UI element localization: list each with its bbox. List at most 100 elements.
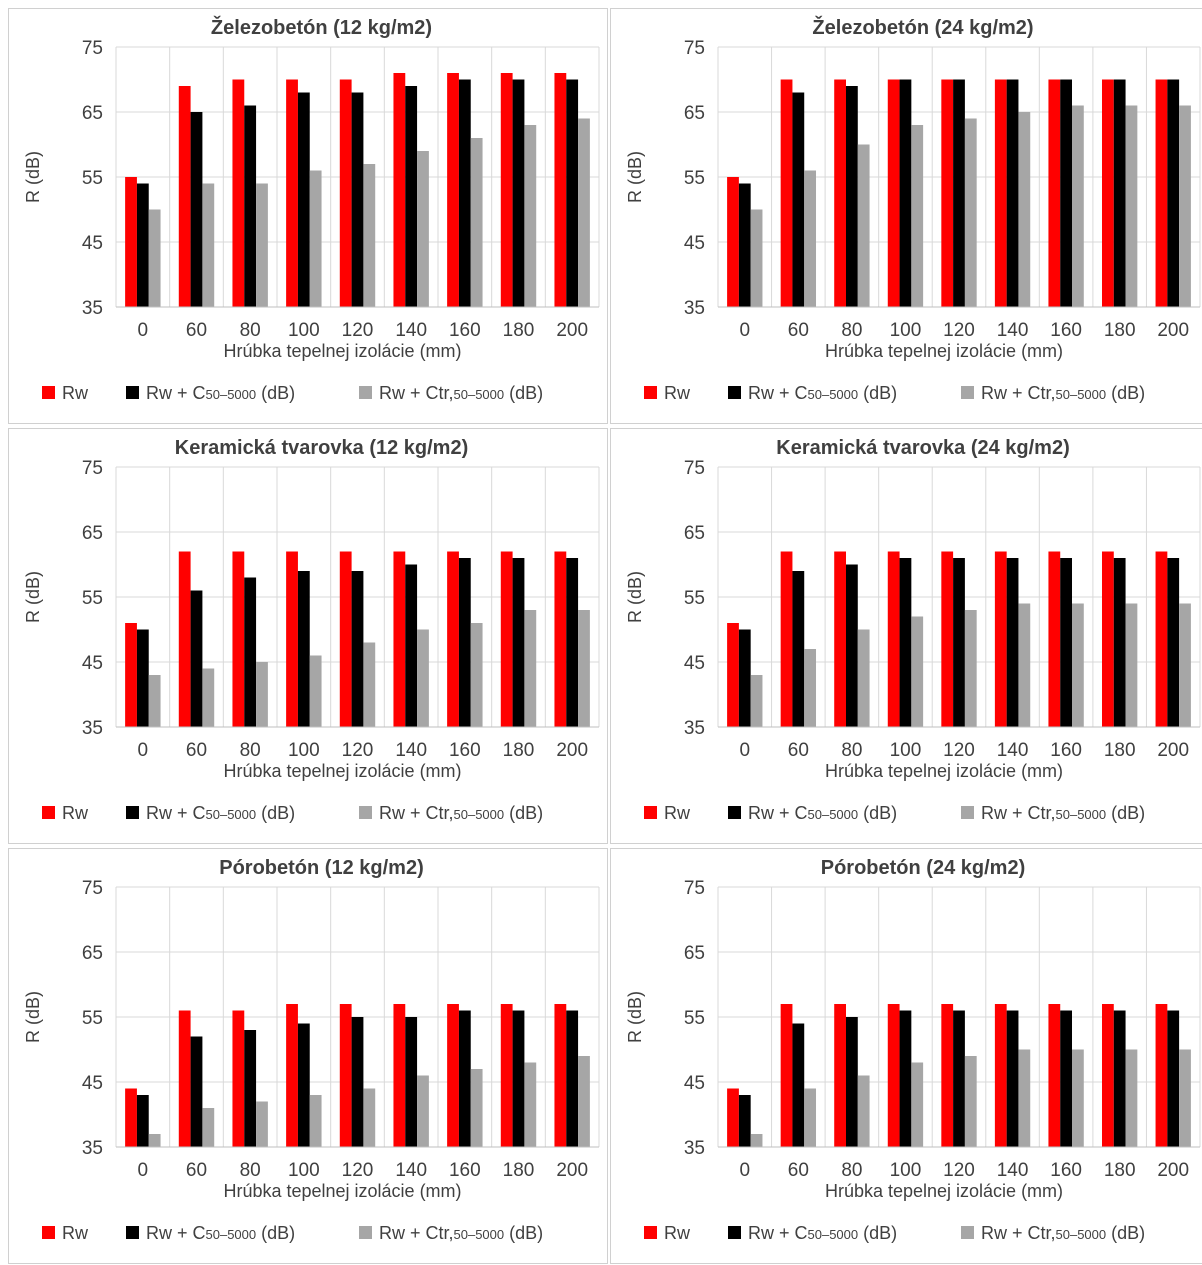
x-axis-title: Hrúbka tepelnej izolácie (mm) bbox=[223, 341, 461, 361]
bar-2-200 bbox=[566, 558, 579, 727]
bar-3-80 bbox=[256, 183, 268, 307]
bar-chart: Pórobetón (24 kg/m2) 35 45 55 65 75 0 60 80 100 12… bbox=[625, 857, 1201, 1243]
bar-1-200 bbox=[554, 73, 567, 307]
bar-2-80 bbox=[845, 1017, 858, 1147]
bar-3-200 bbox=[1179, 603, 1191, 727]
x-tick-label: 80 bbox=[841, 740, 862, 761]
bar-2-140 bbox=[1006, 1010, 1019, 1147]
chart-panel-1: Železobetón (12 kg/m2) 35 45 55 65 75 0 60 80 100… bbox=[8, 8, 608, 424]
bar-1-0 bbox=[125, 177, 137, 307]
bar-1-100 bbox=[887, 79, 900, 307]
bar-1-60 bbox=[780, 1004, 793, 1147]
bar-3-0 bbox=[750, 209, 763, 307]
bar-3-120 bbox=[363, 164, 376, 307]
x-tick-label: 0 bbox=[138, 320, 149, 341]
legend-swatch bbox=[359, 1226, 372, 1239]
legend-swatch bbox=[42, 1226, 55, 1239]
x-tick-label: 180 bbox=[503, 320, 535, 341]
bar-2-200 bbox=[566, 1010, 579, 1147]
y-tick-label: 75 bbox=[684, 878, 705, 899]
legend-swatch bbox=[644, 806, 657, 819]
bar-1-180 bbox=[500, 1004, 513, 1147]
legend-swatch bbox=[961, 1226, 974, 1239]
legend-label: Rw + C50–5000 (dB) bbox=[146, 803, 295, 823]
legend-swatch bbox=[42, 386, 55, 399]
bar-1-140 bbox=[994, 551, 1007, 727]
bar-3-80 bbox=[256, 662, 268, 727]
bar-1-80 bbox=[232, 551, 245, 727]
y-axis-title: R (dB) bbox=[23, 151, 43, 203]
bar-1-100 bbox=[286, 1004, 298, 1147]
bar-2-160 bbox=[458, 79, 471, 307]
x-axis-title: Hrúbka tepelnej izolácie (mm) bbox=[825, 761, 1063, 781]
legend-swatch bbox=[644, 1226, 657, 1239]
y-tick-label: 75 bbox=[684, 458, 705, 479]
bar-3-120 bbox=[964, 1056, 977, 1147]
y-tick-label: 45 bbox=[82, 653, 103, 674]
x-tick-label: 160 bbox=[1050, 1160, 1082, 1181]
bar-3-200 bbox=[578, 610, 590, 727]
bar-chart: Keramická tvarovka (12 kg/m2) 35 45 55 65 75 0… bbox=[23, 437, 600, 823]
bar-3-160 bbox=[470, 138, 483, 307]
bar-3-100 bbox=[309, 170, 322, 307]
bar-3-180 bbox=[1125, 105, 1138, 307]
bar-3-80 bbox=[857, 629, 870, 727]
bar-2-80 bbox=[244, 577, 257, 727]
x-tick-label: 160 bbox=[1050, 740, 1082, 761]
y-tick-label: 55 bbox=[82, 1008, 103, 1029]
bar-1-140 bbox=[994, 1004, 1007, 1147]
x-tick-label: 120 bbox=[943, 320, 975, 341]
x-tick-label: 80 bbox=[240, 320, 261, 341]
bar-1-0 bbox=[125, 623, 137, 727]
y-tick-label: 65 bbox=[684, 523, 705, 544]
y-tick-label: 55 bbox=[684, 168, 705, 189]
bar-3-60 bbox=[202, 668, 215, 727]
x-tick-label: 100 bbox=[890, 1160, 922, 1181]
y-tick-label: 75 bbox=[82, 38, 103, 59]
bar-2-80 bbox=[845, 86, 858, 307]
bar-2-140 bbox=[1006, 79, 1019, 307]
x-tick-label: 60 bbox=[186, 1160, 207, 1181]
bar-1-180 bbox=[1101, 1004, 1114, 1147]
bar-2-160 bbox=[458, 558, 471, 727]
bar-1-100 bbox=[887, 551, 900, 727]
x-axis-title: Hrúbka tepelnej izolácie (mm) bbox=[223, 761, 461, 781]
bar-1-80 bbox=[834, 1004, 846, 1147]
bar-1-60 bbox=[780, 79, 793, 307]
bar-2-140 bbox=[405, 564, 418, 727]
legend-entry-3: Rw + Ctr,50–5000 (dB) bbox=[359, 1223, 543, 1243]
chart-title: Keramická tvarovka (24 kg/m2) bbox=[776, 437, 1070, 459]
y-axis-title: R (dB) bbox=[23, 991, 43, 1043]
bar-1-180 bbox=[500, 551, 513, 727]
bar-1-140 bbox=[393, 73, 406, 307]
bar-2-0 bbox=[136, 629, 149, 727]
legend-label: Rw + C50–5000 (dB) bbox=[146, 1223, 295, 1243]
bar-1-80 bbox=[834, 551, 846, 727]
x-tick-label: 0 bbox=[138, 1160, 149, 1181]
y-tick-label: 45 bbox=[82, 1073, 103, 1094]
bar-1-200 bbox=[1155, 1004, 1168, 1147]
y-axis-title: R (dB) bbox=[625, 991, 645, 1043]
legend-entry-2: Rw + C50–5000 (dB) bbox=[728, 1223, 897, 1243]
bar-2-160 bbox=[1060, 1010, 1073, 1147]
x-tick-label: 60 bbox=[186, 320, 207, 341]
bar-3-0 bbox=[750, 1134, 763, 1147]
bar-2-180 bbox=[1113, 558, 1126, 727]
bar-1-160 bbox=[1048, 79, 1061, 307]
bar-2-60 bbox=[190, 1036, 203, 1147]
legend-label: Rw + C50–5000 (dB) bbox=[146, 383, 295, 403]
bar-1-80 bbox=[232, 79, 245, 307]
bar-2-120 bbox=[953, 1010, 965, 1147]
bar-3-60 bbox=[804, 170, 817, 307]
legend-entry-3: Rw + Ctr,50–5000 (dB) bbox=[961, 803, 1145, 823]
y-tick-label: 75 bbox=[82, 878, 103, 899]
legend-swatch bbox=[126, 1226, 139, 1239]
bar-1-180 bbox=[1101, 79, 1114, 307]
x-tick-label: 140 bbox=[395, 1160, 427, 1181]
x-tick-label: 100 bbox=[288, 320, 320, 341]
bar-3-0 bbox=[148, 1134, 161, 1147]
bar-2-200 bbox=[566, 79, 579, 307]
bar-2-100 bbox=[899, 558, 912, 727]
bar-2-60 bbox=[792, 92, 805, 307]
bar-1-140 bbox=[994, 79, 1007, 307]
